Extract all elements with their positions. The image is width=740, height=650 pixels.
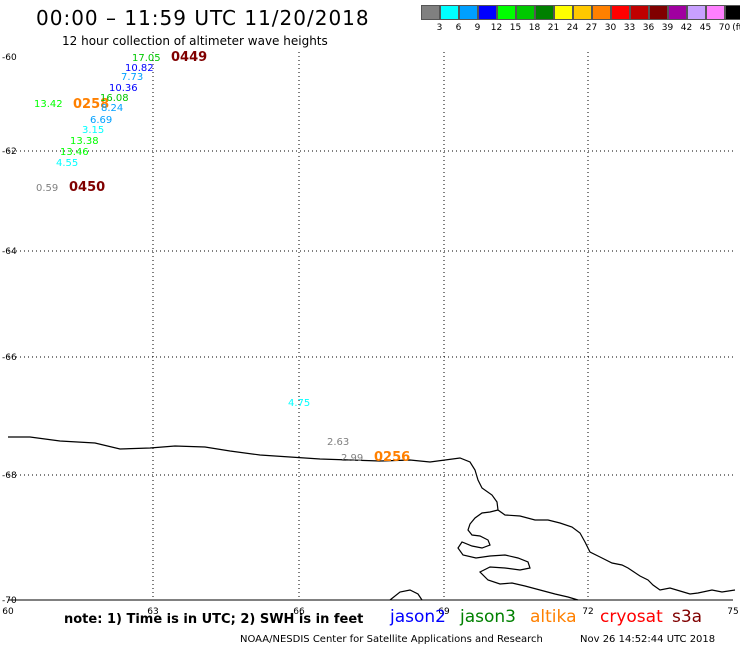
map-grid: 60 63 66 69 72 75 -60 -62 -64 -66 -68 -70 — [2, 52, 739, 617]
scale-swatch — [668, 5, 687, 20]
lat-tick-label: -68 — [2, 471, 17, 481]
coastline — [8, 436, 736, 601]
wave-height-label: 0.59 — [36, 183, 58, 194]
pass-time-label: 0449 — [171, 50, 207, 65]
scale-label: 15 — [509, 23, 522, 33]
scale-swatch — [573, 5, 592, 20]
scale-swatch — [459, 5, 478, 20]
wave-height-label: 10.82 — [125, 63, 154, 74]
scale-label: 6 — [455, 23, 462, 33]
wave-height-label: 13.38 — [70, 136, 99, 147]
wave-height-label: 2.99 — [341, 453, 363, 464]
scale-swatch — [497, 5, 516, 20]
wave-height-label: 4.55 — [56, 158, 78, 169]
scale-swatch — [611, 5, 630, 20]
scale-label: 30 — [604, 23, 617, 33]
wave-height-label: 16.08 — [100, 93, 129, 104]
scale-label: 39 — [661, 23, 674, 33]
scale-label: 70 — [718, 23, 731, 33]
scale-label: 18 — [528, 23, 541, 33]
satellite-jason2: jason2 — [390, 607, 446, 627]
map-subtitle: 12 hour collection of altimeter wave hei… — [62, 34, 328, 48]
satellite-cryosat: cryosat — [600, 607, 663, 627]
scale-swatch — [687, 5, 706, 20]
lon-tick-label: 75 — [727, 607, 738, 617]
scale-swatch — [725, 5, 740, 20]
lat-tick-label: -66 — [2, 353, 17, 363]
pass-time-label: 0256 — [374, 450, 410, 465]
wave-height-label: 13.42 — [34, 99, 63, 110]
lon-tick-label: 72 — [582, 607, 593, 617]
wave-height-label: 7.73 — [121, 72, 143, 83]
footer-timestamp: Nov 26 14:52:44 UTC 2018 — [580, 634, 716, 645]
scale-label: 3 — [436, 23, 443, 33]
scale-label: 9 — [474, 23, 481, 33]
wave-height-label: 4.75 — [288, 398, 310, 409]
satellite-s3a: s3a — [672, 607, 703, 627]
scale-swatch — [421, 5, 440, 20]
wave-height-label: 2.63 — [327, 437, 349, 448]
lat-tick-label: -64 — [2, 247, 17, 257]
lon-tick-label: 69 — [438, 607, 450, 617]
scale-label: 24 — [566, 23, 579, 33]
footer-note: note: 1) Time is in UTC; 2) SWH is in fe… — [64, 612, 364, 627]
scale-label: 27 — [585, 23, 598, 33]
lat-tick-label: -62 — [2, 147, 17, 157]
wave-height-label: 3.15 — [82, 125, 104, 136]
scale-label: 42 — [680, 23, 693, 33]
scale-swatch — [440, 5, 459, 20]
wave-height-label: 13.46 — [60, 147, 89, 158]
coastline-inlet — [457, 509, 579, 601]
scale-label: 45 — [699, 23, 712, 33]
pass-time-label: 0450 — [69, 180, 105, 195]
satellite-altika: altika — [530, 607, 577, 627]
coastline-main — [8, 436, 736, 595]
scale-label: 33 — [623, 23, 636, 33]
footer-credit: NOAA/NESDIS Center for Satellite Applica… — [240, 634, 543, 645]
lon-tick-label: 63 — [147, 607, 158, 617]
scale-swatch — [592, 5, 611, 20]
lat-tick-label: -70 — [2, 596, 17, 606]
scale-swatch — [630, 5, 649, 20]
scale-swatch — [706, 5, 725, 20]
scale-swatch — [535, 5, 554, 20]
scale-swatch — [649, 5, 668, 20]
scale-swatch — [554, 5, 573, 20]
scale-swatch — [478, 5, 497, 20]
wave-height-label: 6.69 — [90, 115, 112, 126]
scale-unit: (ft) — [732, 23, 740, 33]
scale-label: 12 — [490, 23, 503, 33]
lon-tick-label: 66 — [293, 607, 305, 617]
scale-swatch — [516, 5, 535, 20]
coastline-bottom — [389, 589, 423, 601]
wave-height-label: 8.24 — [101, 103, 123, 114]
lat-tick-label: -60 — [2, 53, 17, 63]
wave-height-label: 10.36 — [109, 83, 138, 94]
wave-height-label: 17.05 — [132, 53, 161, 64]
map-title: 00:00 – 11:59 UTC 11/20/2018 — [36, 6, 370, 30]
lon-tick-label: 60 — [2, 607, 14, 617]
scale-label: 36 — [642, 23, 655, 33]
pass-time-label: 0258 — [73, 97, 109, 112]
scale-label: 21 — [547, 23, 560, 33]
satellite-jason3: jason3 — [460, 607, 516, 627]
